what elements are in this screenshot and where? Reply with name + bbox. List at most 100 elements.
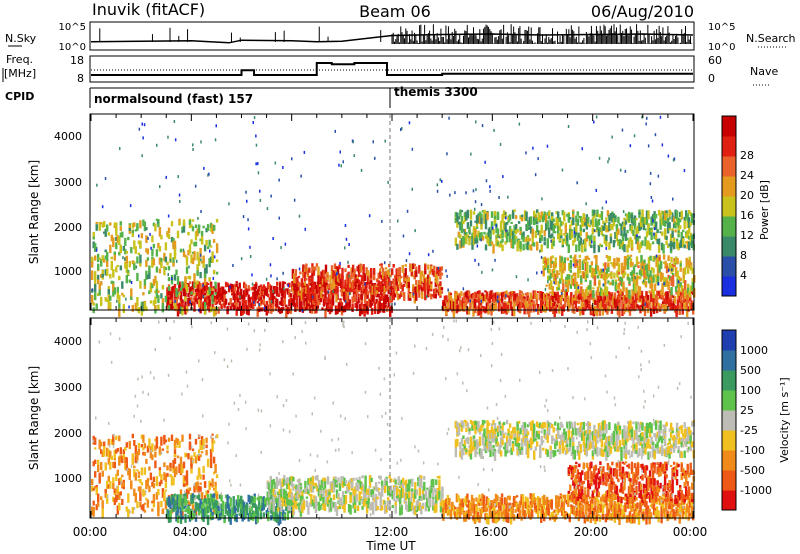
data-cell xyxy=(659,271,663,282)
data-cell xyxy=(363,293,367,304)
data-cell xyxy=(600,244,604,248)
data-cell xyxy=(106,494,109,504)
data-cell xyxy=(112,483,115,490)
data-cell xyxy=(181,281,184,289)
data-cell xyxy=(599,268,603,276)
data-cell xyxy=(621,291,624,297)
data-cell xyxy=(692,306,695,315)
date-title: 06/Aug/2010 xyxy=(591,2,694,21)
data-cell xyxy=(224,494,228,499)
data-cell xyxy=(568,263,571,271)
data-cell xyxy=(624,233,628,241)
data-cell xyxy=(645,240,649,250)
data-cell xyxy=(95,221,98,224)
data-cell xyxy=(211,499,214,505)
data-cell xyxy=(200,288,204,297)
data-cell xyxy=(523,214,527,221)
data-cell xyxy=(549,305,552,312)
data-cell xyxy=(644,217,647,225)
data-cell xyxy=(533,242,536,247)
data-cell xyxy=(475,120,477,124)
data-cell xyxy=(280,481,283,492)
data-cell xyxy=(124,447,127,451)
data-cell xyxy=(440,287,444,290)
data-cell xyxy=(199,283,202,291)
data-cell xyxy=(191,505,195,510)
data-cell xyxy=(280,296,283,306)
data-cell xyxy=(472,307,475,317)
data-cell xyxy=(266,207,269,211)
data-cell xyxy=(547,280,549,284)
data-cell xyxy=(142,305,145,312)
power-scale-tick-24: 24 xyxy=(740,169,754,182)
freq-panel-frame xyxy=(89,55,695,83)
data-cell xyxy=(166,508,169,517)
data-cell xyxy=(94,292,97,301)
data-cell xyxy=(164,489,168,492)
data-cell xyxy=(476,300,480,303)
data-cell xyxy=(261,307,264,312)
data-cell xyxy=(160,500,163,508)
data-cell xyxy=(119,244,122,253)
data-cell xyxy=(491,294,495,304)
data-cell xyxy=(200,501,204,506)
data-cell xyxy=(339,300,342,303)
data-cell xyxy=(341,267,344,278)
data-cell xyxy=(466,234,470,238)
data-cell xyxy=(241,298,244,304)
data-cell xyxy=(448,307,451,311)
data-cell xyxy=(209,264,211,268)
data-cell xyxy=(616,284,619,290)
data-cell xyxy=(121,455,124,464)
data-cell xyxy=(362,264,365,274)
data-cell xyxy=(223,289,226,295)
data-cell xyxy=(196,228,199,237)
data-cell xyxy=(366,291,369,299)
data-cell xyxy=(430,284,433,290)
data-cell xyxy=(171,277,173,281)
data-cell xyxy=(460,210,464,213)
data-cell xyxy=(352,140,354,144)
data-cell xyxy=(581,289,584,297)
data-cell xyxy=(187,283,190,288)
data-cell xyxy=(172,459,175,469)
data-cell xyxy=(404,264,407,267)
data-cell xyxy=(605,246,607,250)
data-cell xyxy=(327,293,331,303)
data-cell xyxy=(542,268,545,277)
data-cell xyxy=(348,292,351,296)
data-cell xyxy=(679,218,682,223)
data-cell xyxy=(155,440,159,449)
data-cell xyxy=(101,222,104,228)
data-cell xyxy=(178,463,181,473)
data-cell xyxy=(321,294,325,300)
data-cell xyxy=(129,204,132,208)
data-cell xyxy=(283,281,286,284)
data-cell xyxy=(345,304,348,308)
data-cell xyxy=(134,472,137,481)
data-cell xyxy=(560,275,563,281)
data-cell xyxy=(276,514,279,523)
data-cell xyxy=(424,269,427,275)
data-cell xyxy=(323,477,327,482)
data-cell xyxy=(496,295,499,299)
data-cell xyxy=(622,307,626,315)
data-cell xyxy=(460,223,464,234)
data-cell xyxy=(621,299,624,308)
data-cell xyxy=(557,280,560,288)
data-cell xyxy=(344,246,346,250)
data-cell xyxy=(408,121,411,125)
data-cell xyxy=(463,212,467,218)
data-cell xyxy=(688,241,691,251)
data-cell xyxy=(329,275,332,284)
data-cell xyxy=(235,281,238,284)
data-cell xyxy=(589,306,593,316)
data-cell xyxy=(530,244,533,251)
data-cell xyxy=(163,267,166,276)
data-cell xyxy=(448,116,450,120)
data-cell xyxy=(519,228,522,235)
data-cell xyxy=(547,293,550,296)
data-cell xyxy=(338,264,341,270)
data-cell xyxy=(179,515,183,524)
data-cell xyxy=(591,240,593,244)
